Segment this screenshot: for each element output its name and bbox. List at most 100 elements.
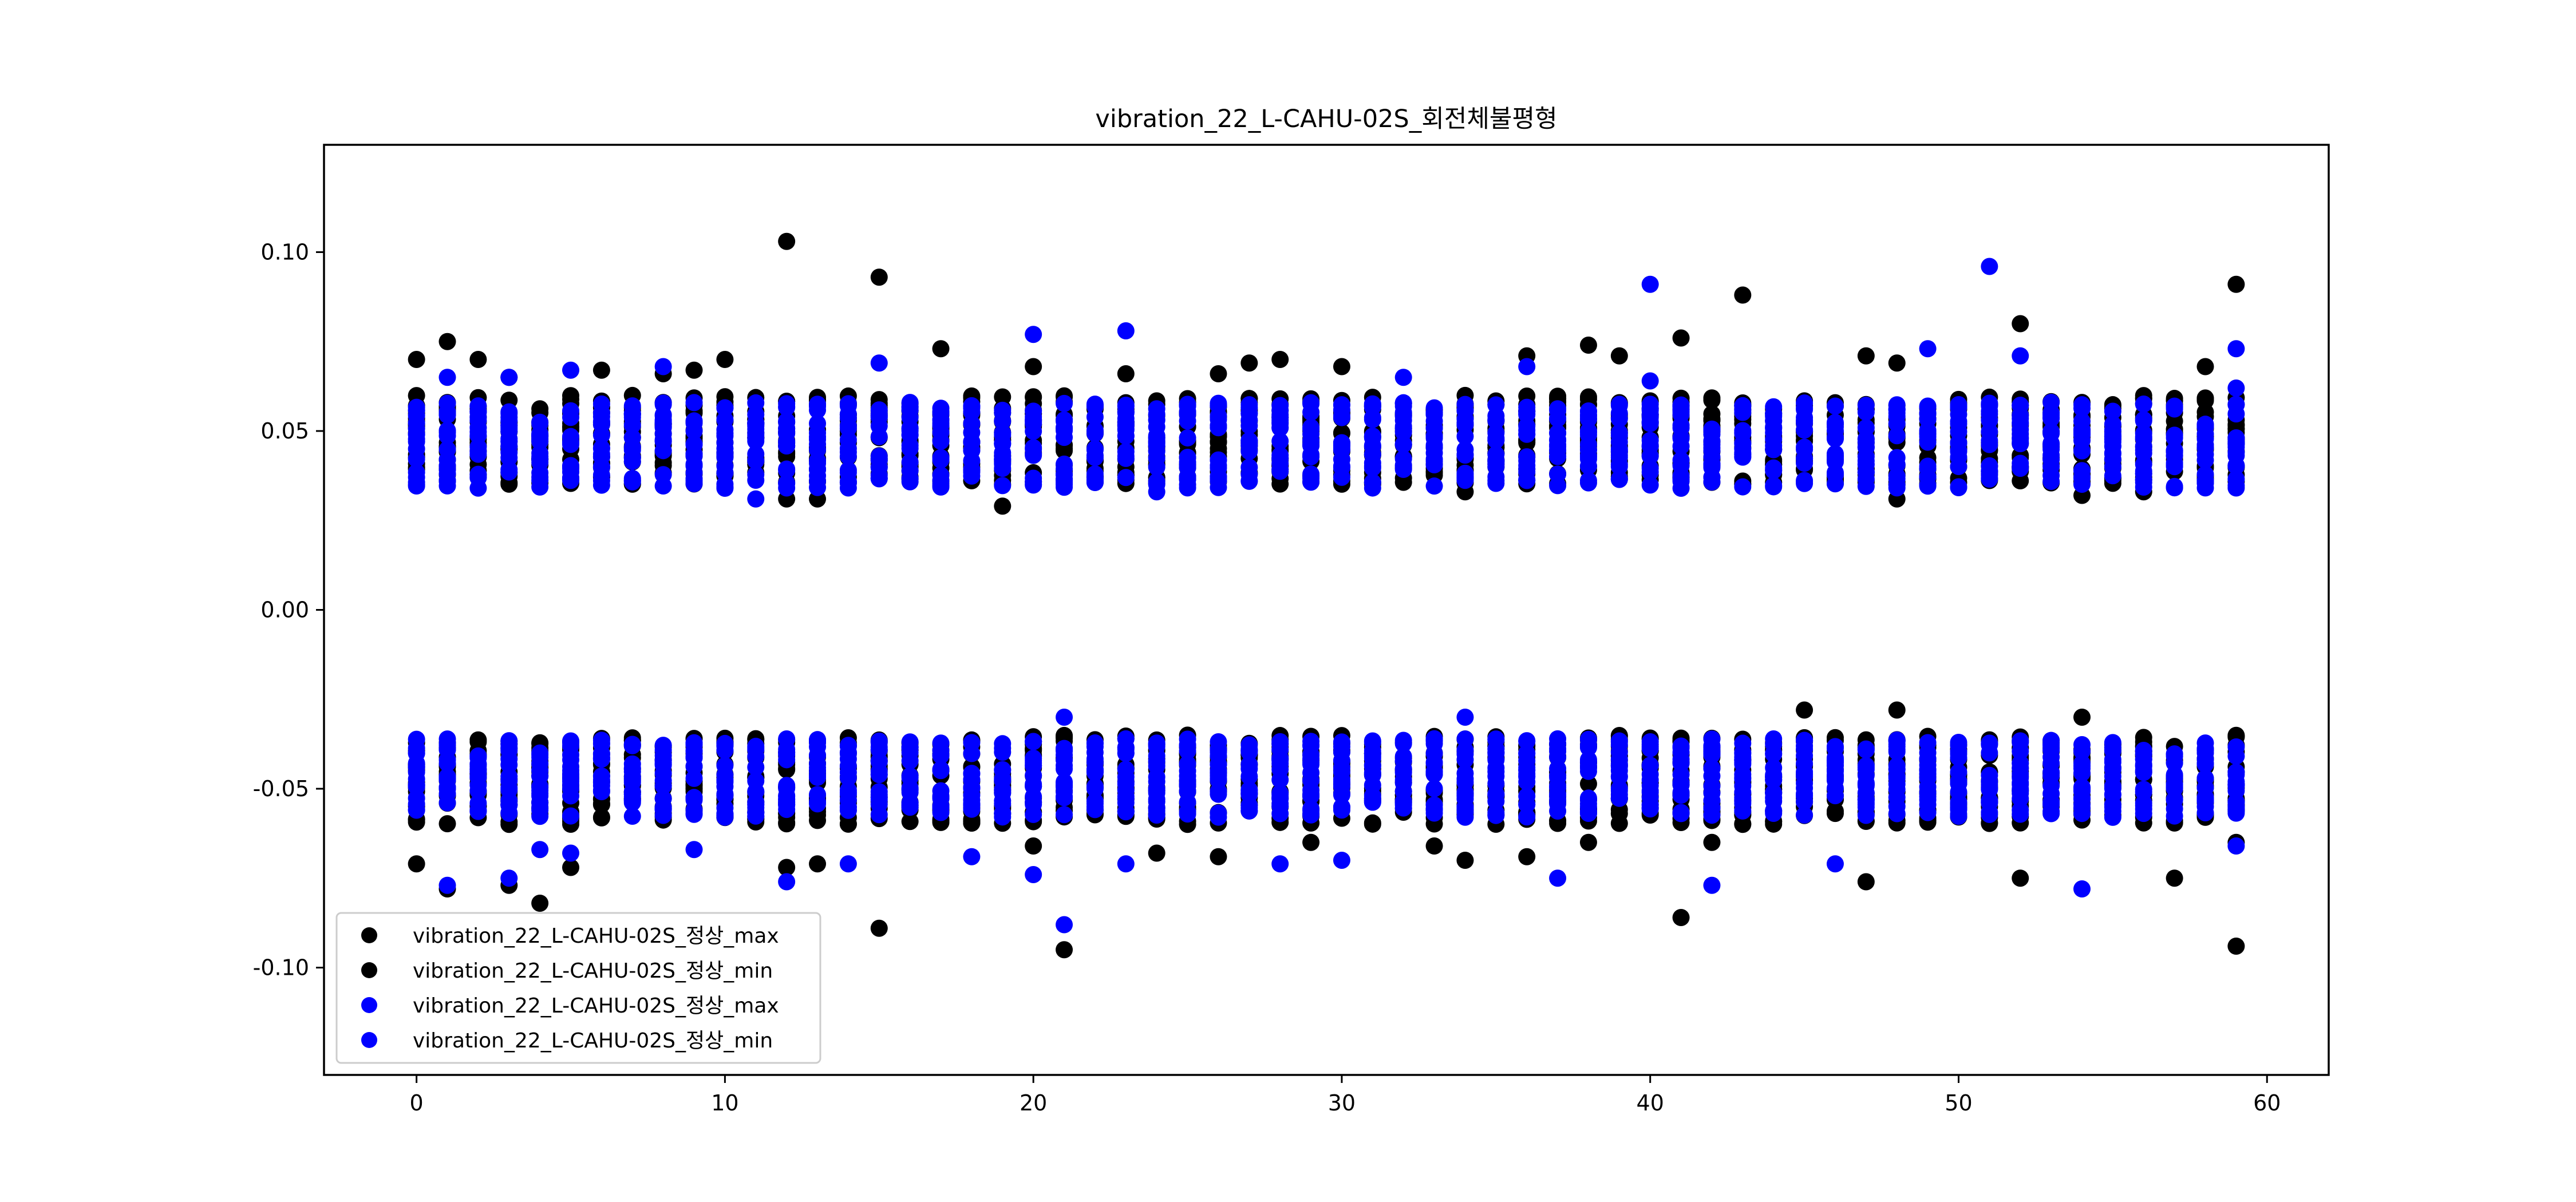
scatter-point: [1425, 456, 1443, 474]
scatter-point: [778, 796, 796, 814]
scatter-point: [1826, 414, 1844, 432]
scatter-point: [1796, 740, 1814, 758]
scatter-point: [1919, 804, 1937, 821]
scatter-point: [2166, 458, 2183, 476]
scatter-point: [1425, 420, 1443, 437]
scatter-point: [1765, 804, 1783, 822]
scatter-point: [778, 412, 796, 430]
scatter-point: [2135, 745, 2152, 762]
scatter-point: [2012, 435, 2029, 453]
scatter-point: [870, 417, 888, 435]
scatter-point-outlier: [1117, 322, 1135, 339]
scatter-point: [2166, 780, 2183, 797]
scatter-point: [1919, 761, 1937, 778]
scatter-point: [901, 409, 919, 426]
scatter-point-outlier: [1672, 480, 1690, 497]
scatter-point: [1394, 395, 1412, 413]
scatter-point: [1981, 780, 1998, 797]
scatter-point-outlier: [685, 841, 703, 859]
scatter-point: [1610, 470, 1628, 488]
scatter-point: [592, 395, 610, 413]
x-tick-label: 0: [410, 1090, 424, 1116]
scatter-point: [901, 752, 919, 770]
scatter-point: [1888, 456, 1906, 473]
scatter-point: [654, 466, 672, 484]
scatter-point: [623, 453, 641, 470]
scatter-point-outlier: [1518, 848, 1536, 865]
scatter-point: [1025, 445, 1042, 463]
scatter-point: [2135, 425, 2152, 442]
scatter-point-outlier: [654, 358, 672, 375]
scatter-point: [1117, 469, 1135, 487]
scatter-point: [1025, 777, 1042, 795]
scatter-point: [2166, 479, 2183, 497]
scatter-point: [500, 405, 518, 422]
scatter-point: [1950, 458, 1967, 476]
legend-marker: [361, 997, 377, 1013]
scatter-point: [870, 796, 888, 813]
scatter-point: [1487, 458, 1505, 476]
scatter-point: [592, 796, 610, 813]
scatter-point-outlier: [1672, 329, 1690, 347]
scatter-point: [2104, 467, 2121, 485]
legend: vibration_22_L-CAHU-02S_정상_max vibration_…: [335, 912, 821, 1064]
scatter-point: [1703, 792, 1721, 809]
scatter-point: [1950, 442, 1967, 460]
scatter-point-outlier: [1210, 365, 1227, 382]
scatter-point: [1857, 397, 1875, 414]
scatter-point: [2012, 774, 2029, 792]
scatter-point: [1826, 397, 1844, 415]
scatter-point-outlier: [2012, 869, 2029, 887]
scatter-point: [1579, 775, 1597, 793]
scatter-point: [438, 754, 456, 772]
scatter-point: [994, 450, 1012, 468]
scatter-point: [1425, 444, 1443, 462]
scatter-point-outlier: [562, 361, 580, 379]
scatter-point-outlier: [2012, 315, 2029, 333]
scatter-point: [685, 734, 703, 752]
scatter-point: [2227, 457, 2245, 475]
scatter-point: [1179, 402, 1196, 420]
scatter-point-outlier: [2227, 275, 2245, 293]
scatter-point-outlier: [1456, 709, 1474, 726]
scatter-point: [1487, 407, 1505, 425]
scatter-point: [870, 448, 888, 465]
scatter-point: [1549, 735, 1567, 753]
scatter-point: [870, 783, 888, 801]
scatter-point: [1796, 412, 1814, 429]
scatter-point: [1734, 794, 1752, 812]
scatter-point-outlier: [778, 232, 796, 250]
scatter-point: [1240, 437, 1258, 454]
scatter-point: [901, 781, 919, 799]
scatter-point: [1394, 795, 1412, 813]
scatter-point: [2196, 417, 2214, 435]
scatter-point-outlier: [1056, 709, 1073, 726]
scatter-point-outlier: [1518, 358, 1536, 375]
scatter-point: [2042, 735, 2060, 753]
scatter-point: [2042, 410, 2060, 428]
scatter-point: [1148, 412, 1165, 429]
legend-marker: [361, 927, 377, 943]
scatter-point: [1641, 765, 1659, 783]
scatter-point: [1518, 745, 1536, 762]
scatter-point: [500, 804, 518, 822]
scatter-point: [2166, 441, 2183, 459]
scatter-point-outlier: [778, 873, 796, 891]
scatter-point: [839, 461, 857, 479]
y-tick-label: -0.05: [253, 776, 309, 801]
scatter-point: [623, 429, 641, 446]
scatter-point: [438, 427, 456, 445]
scatter-point: [1549, 760, 1567, 777]
scatter-point: [1179, 730, 1196, 748]
scatter-point: [469, 763, 487, 781]
scatter-point: [531, 464, 549, 481]
scatter-point: [1549, 777, 1567, 794]
scatter-point: [1857, 740, 1875, 758]
scatter-point: [963, 400, 981, 417]
scatter-point: [1703, 806, 1721, 824]
scatter-point: [685, 805, 703, 823]
scatter-point: [1826, 772, 1844, 789]
legend-label: vibration_22_L-CAHU-02S_정상_max: [413, 924, 779, 948]
scatter-point: [1826, 445, 1844, 462]
scatter-point: [994, 805, 1012, 823]
